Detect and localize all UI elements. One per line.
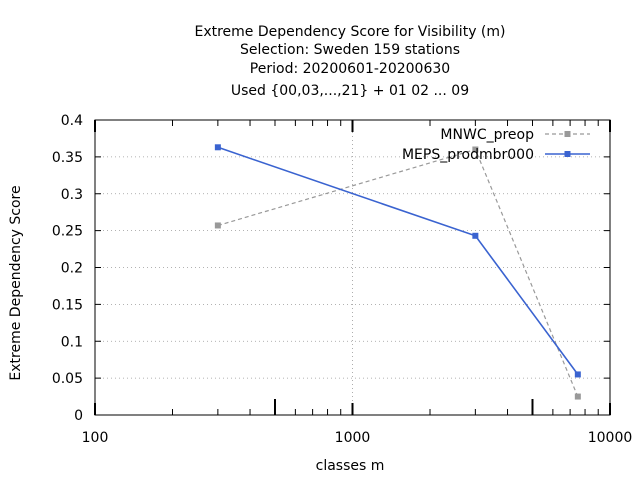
title-line-4: Used {00,03,...,21} + 01 02 ... 09	[231, 83, 469, 99]
x-axis-label: classes m	[316, 458, 385, 474]
y-tick-label: 0.3	[61, 187, 83, 203]
x-tick-label: 100	[82, 430, 109, 446]
x-minor-ticks	[172, 120, 599, 415]
y-axis-label: Extreme Dependency Score	[8, 185, 24, 380]
data-point	[472, 146, 479, 153]
legend: MNWC_preop MEPS_prodmbr000	[402, 127, 590, 163]
y-tick-label: 0.35	[52, 150, 83, 166]
chart-title: Extreme Dependency Score for Visibility …	[194, 24, 505, 99]
data-point	[472, 232, 479, 239]
y-tick-label: 0.05	[52, 371, 83, 387]
data-point	[214, 144, 221, 151]
x-tick-label: 10000	[588, 430, 633, 446]
y-axis-ticks: 0 0.05 0.1 0.15 0.2 0.25 0.3 0.35 0.4	[52, 113, 610, 424]
legend-label-2: MEPS_prodmbr000	[402, 147, 534, 163]
y-tick-label: 0.4	[61, 113, 83, 129]
series-layer	[214, 144, 581, 400]
legend-label-1: MNWC_preop	[440, 127, 534, 143]
y-tick-label: 0.15	[52, 297, 83, 313]
data-point	[214, 222, 221, 229]
title-line-2: Selection: Sweden 159 stations	[240, 42, 460, 58]
plot-frame	[94, 119, 611, 416]
title-line-1: Extreme Dependency Score for Visibility …	[194, 24, 505, 40]
legend-marker-2	[564, 151, 571, 157]
title-line-3: Period: 20200601-20200630	[250, 61, 450, 77]
y-tick-label: 0.2	[61, 261, 83, 277]
x-tick-label: 1000	[335, 430, 371, 446]
data-point	[574, 371, 581, 378]
y-tick-label: 0	[74, 408, 83, 424]
y-tick-label: 0.1	[61, 334, 83, 350]
legend-marker-1	[564, 131, 571, 137]
y-tick-label: 0.25	[52, 224, 83, 240]
data-point	[574, 393, 581, 400]
